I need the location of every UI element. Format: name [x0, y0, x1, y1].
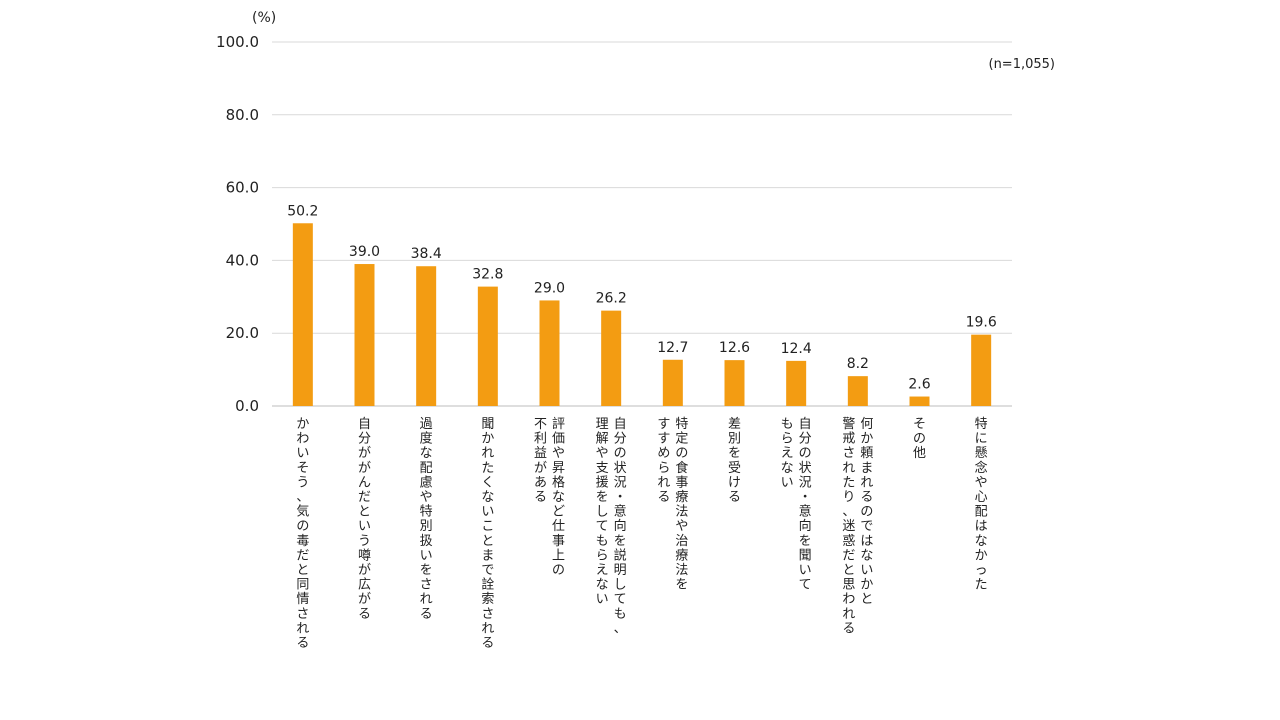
bar: [292, 223, 313, 406]
category-label: 特に懸念や心配はなかった: [975, 417, 988, 593]
y-axis-unit-label: (%): [252, 10, 276, 26]
y-tick-label: 60.0: [226, 179, 259, 197]
y-tick-label: 0.0: [235, 397, 259, 415]
bar: [724, 360, 745, 406]
category-label: その他: [913, 417, 926, 461]
category-label: 自分の状況・意向を聞いて: [799, 417, 812, 593]
category-labels: かわいそう、気の毒だと同情される 自分ががんだという噂が広がる 過度な配慮や特別扱い…: [296, 416, 987, 651]
y-tick-label: 40.0: [226, 251, 259, 269]
value-label: 32.8: [472, 267, 503, 283]
gridlines: [272, 41, 1012, 407]
category-label: 自分の状況・意向を説明しても、: [614, 417, 627, 636]
bar: [477, 286, 498, 406]
category-label: 理解や支援をしてもらえない: [596, 417, 609, 607]
value-label: 8.2: [847, 356, 869, 372]
category-label: もらえない: [781, 417, 794, 490]
category-label: 過度な配慮や特別扱いをされる: [420, 417, 433, 622]
bar: [416, 266, 437, 406]
y-tick-label: 20.0: [226, 324, 259, 342]
category-label: 不利益がある: [534, 417, 547, 505]
category-label: 警戒されたり、迷惑だと思われる: [842, 416, 855, 636]
bar: [786, 360, 807, 406]
value-label: 50.2: [287, 203, 318, 219]
value-label: 12.4: [781, 341, 812, 357]
bar: [601, 310, 622, 406]
bar: [847, 376, 868, 406]
value-label: 12.6: [719, 340, 750, 356]
y-tick-label: 100.0: [216, 33, 259, 51]
value-label: 39.0: [349, 244, 380, 260]
category-label: すすめられる: [657, 417, 670, 505]
category-label: 特定の食事療法や治療法を: [675, 417, 688, 593]
bar: [662, 359, 683, 406]
sample-size-label: (n=1,055): [989, 57, 1056, 72]
y-tick-label: 80.0: [226, 106, 259, 124]
value-label: 12.7: [657, 340, 688, 356]
category-label: 差別を受ける: [728, 417, 741, 505]
value-label: 2.6: [908, 377, 930, 393]
bar: [354, 264, 375, 406]
value-label: 26.2: [596, 291, 627, 307]
bars: [292, 223, 992, 406]
value-labels: 50.2 39.0 38.4 32.8 29.0 26.2 12.7 12.6 12.4 8.2 2…: [287, 203, 997, 392]
value-label: 38.4: [411, 246, 442, 262]
category-label: 何か頼まれるのではないかと: [860, 416, 873, 607]
value-label: 19.6: [966, 315, 997, 331]
y-axis-ticks: 0.0 20.0 40.0 60.0 80.0 100.0: [216, 33, 259, 415]
category-label: 評価や昇格など仕事上の: [552, 417, 565, 578]
bar: [971, 334, 992, 406]
category-label: 自分ががんだという噂が広がる: [358, 417, 371, 622]
category-label: 聞かれたくないことまで詮索される: [481, 417, 494, 651]
value-label: 29.0: [534, 280, 565, 296]
bar: [539, 300, 560, 406]
bar: [909, 396, 930, 406]
category-label: かわいそう、気の毒だと同情される: [296, 417, 309, 651]
